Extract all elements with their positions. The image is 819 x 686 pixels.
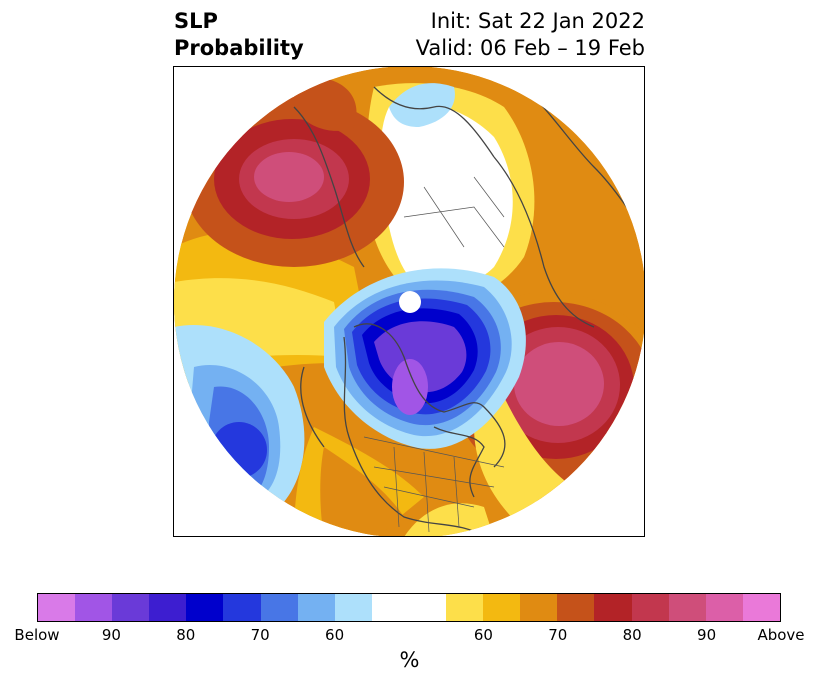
colorbar-segment [149,594,187,621]
colorbar-tick-label: 70 [250,626,270,644]
pacific-darkblue [211,422,267,478]
siberia-pink [254,152,324,202]
colorbar-tick-label: 60 [325,626,345,644]
init-date: Init: Sat 22 Jan 2022 [430,9,645,33]
us-amber [320,447,404,536]
colorbar-tick-label: Below [14,626,60,644]
colorbar-segment [705,594,743,621]
colorbar-segment [38,594,76,621]
colorbar-segment [631,594,669,621]
colorbar-segment [260,594,298,621]
colorbar-segment [408,594,447,621]
colorbar-tick-label: 80 [622,626,642,644]
colorbar-segment [297,594,335,621]
colorbar-tick-label: Above [757,626,805,644]
pole-marker [399,291,421,313]
colorbar-segment [186,594,224,621]
title-right: Init: Sat 22 Jan 2022 Valid: 06 Feb – 19… [416,8,645,62]
colorbar-tick-label: 80 [176,626,196,644]
colorbar-unit-label: % [399,648,420,672]
map-panel [173,66,645,537]
north-orange-lobe [294,76,357,131]
colorbar-segment [520,594,558,621]
valid-range: Valid: 06 Feb – 19 Feb [415,36,645,60]
colorbar-segment [334,594,372,621]
colorbar-segment [446,594,484,621]
colorbar-tick-label: 60 [473,626,493,644]
colorbar-tick-label: 70 [548,626,568,644]
gulf-yellow [404,503,494,536]
colorbar-tick-label: 90 [101,626,121,644]
borders [363,176,505,533]
colorbar-segment [75,594,113,621]
atlantic-pink [514,342,604,426]
colorbar-segment [557,594,595,621]
arctic-blue-patch [389,83,455,127]
hudson-purple [392,359,428,415]
probability-map [174,67,644,536]
title-variable: SLP [174,9,218,33]
colorbar-segment [371,594,409,621]
colorbar-segment [668,594,706,621]
arctic-neutral [380,103,513,289]
colorbar [37,593,781,622]
colorbar-segment [112,594,150,621]
colorbar-segment [223,594,261,621]
colorbar-ticks: Below 90 80 70 60 60 70 80 90 Above [0,626,819,646]
colorbar-segment [594,594,632,621]
colorbar-tick-label: 90 [697,626,717,644]
colorbar-segment [483,594,521,621]
colorbar-segment [742,594,780,621]
title-product: Probability [174,36,304,60]
title-left: SLP Probability [174,8,304,62]
